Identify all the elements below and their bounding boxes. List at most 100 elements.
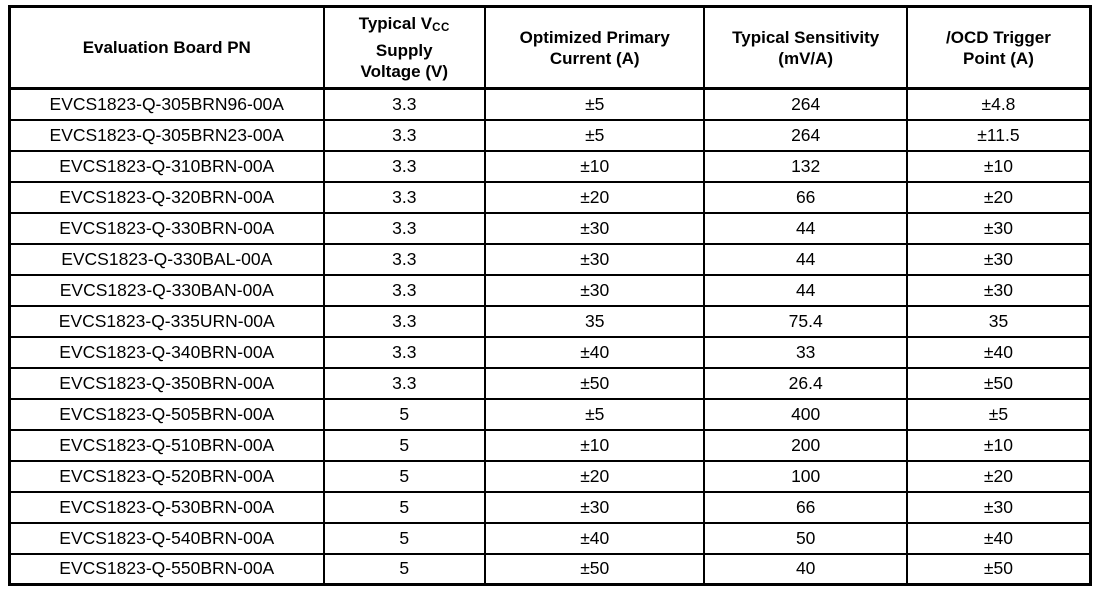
cell-evaluation-board-pn: EVCS1823-Q-310BRN-00A xyxy=(8,149,325,183)
cell-optimized-primary-current: ±5 xyxy=(484,87,706,121)
table-header: Evaluation Board PN Typical VCC Supply Volt… xyxy=(8,5,1092,90)
cell-typical-vcc-supply-voltage: 5 xyxy=(322,428,487,462)
cell-optimized-primary-current: ±5 xyxy=(484,397,706,431)
cell-optimized-primary-current: ±50 xyxy=(484,552,706,586)
cell-typical-vcc-supply-voltage: 5 xyxy=(322,521,487,555)
table-row: EVCS1823-Q-310BRN-00A 3.3 ±10 132 ±10 xyxy=(8,149,1092,183)
cell-ocd-trigger-point: ±30 xyxy=(905,211,1092,245)
cell-typical-sensitivity: 264 xyxy=(703,87,908,121)
table-row: EVCS1823-Q-330BRN-00A 3.3 ±30 44 ±30 xyxy=(8,211,1092,245)
cell-typical-vcc-supply-voltage: 3.3 xyxy=(322,304,487,338)
cell-optimized-primary-current: ±10 xyxy=(484,149,706,183)
cell-typical-vcc-supply-voltage: 3.3 xyxy=(322,273,487,307)
table-row: EVCS1823-Q-350BRN-00A 3.3 ±50 26.4 ±50 xyxy=(8,366,1092,400)
cell-typical-sensitivity: 200 xyxy=(703,428,908,462)
table-header-row: Evaluation Board PN Typical VCC Supply Volt… xyxy=(8,5,1092,90)
cell-typical-sensitivity: 132 xyxy=(703,149,908,183)
table-row: EVCS1823-Q-340BRN-00A 3.3 ±40 33 ±40 xyxy=(8,335,1092,369)
cell-typical-sensitivity: 44 xyxy=(703,211,908,245)
cell-typical-sensitivity: 40 xyxy=(703,552,908,586)
cell-typical-vcc-supply-voltage: 5 xyxy=(322,397,487,431)
cell-typical-sensitivity: 26.4 xyxy=(703,366,908,400)
cell-ocd-trigger-point: ±20 xyxy=(905,459,1092,493)
cell-typical-vcc-supply-voltage: 3.3 xyxy=(322,180,487,214)
cell-typical-vcc-supply-voltage: 3.3 xyxy=(322,118,487,152)
cell-optimized-primary-current: ±10 xyxy=(484,428,706,462)
cell-typical-sensitivity: 44 xyxy=(703,273,908,307)
cell-typical-vcc-supply-voltage: 3.3 xyxy=(322,87,487,121)
cell-typical-vcc-supply-voltage: 3.3 xyxy=(322,366,487,400)
cell-typical-vcc-supply-voltage: 3.3 xyxy=(322,211,487,245)
cell-typical-sensitivity: 33 xyxy=(703,335,908,369)
cell-evaluation-board-pn: EVCS1823-Q-520BRN-00A xyxy=(8,459,325,493)
cell-ocd-trigger-point: ±4.8 xyxy=(905,87,1092,121)
table-body: EVCS1823-Q-305BRN96-00A 3.3 ±5 264 ±4.8 EVCS1… xyxy=(8,87,1092,586)
cell-typical-sensitivity: 50 xyxy=(703,521,908,555)
cell-typical-vcc-supply-voltage: 3.3 xyxy=(322,149,487,183)
column-header-typical-vcc-supply-voltage: Typical VCC Supply Voltage (V) xyxy=(322,5,487,90)
cell-evaluation-board-pn: EVCS1823-Q-350BRN-00A xyxy=(8,366,325,400)
cell-ocd-trigger-point: ±30 xyxy=(905,242,1092,276)
cell-ocd-trigger-point: ±50 xyxy=(905,552,1092,586)
table-row: EVCS1823-Q-520BRN-00A 5 ±20 100 ±20 xyxy=(8,459,1092,493)
cell-ocd-trigger-point: ±30 xyxy=(905,490,1092,524)
subscript-text: CC xyxy=(432,22,450,35)
cell-optimized-primary-current: ±40 xyxy=(484,521,706,555)
cell-ocd-trigger-point: ±20 xyxy=(905,180,1092,214)
cell-evaluation-board-pn: EVCS1823-Q-335URN-00A xyxy=(8,304,325,338)
cell-optimized-primary-current: ±50 xyxy=(484,366,706,400)
cell-evaluation-board-pn: EVCS1823-Q-505BRN-00A xyxy=(8,397,325,431)
cell-ocd-trigger-point: ±50 xyxy=(905,366,1092,400)
table-row: EVCS1823-Q-510BRN-00A 5 ±10 200 ±10 xyxy=(8,428,1092,462)
evaluation-board-spec-table: Evaluation Board PN Typical VCC Supply Volt… xyxy=(8,5,1092,586)
cell-evaluation-board-pn: EVCS1823-Q-330BAN-00A xyxy=(8,273,325,307)
cell-ocd-trigger-point: 35 xyxy=(905,304,1092,338)
cell-optimized-primary-current: ±30 xyxy=(484,490,706,524)
cell-typical-vcc-supply-voltage: 3.3 xyxy=(322,242,487,276)
cell-evaluation-board-pn: EVCS1823-Q-510BRN-00A xyxy=(8,428,325,462)
table-row: EVCS1823-Q-305BRN96-00A 3.3 ±5 264 ±4.8 xyxy=(8,87,1092,121)
cell-evaluation-board-pn: EVCS1823-Q-530BRN-00A xyxy=(8,490,325,524)
cell-optimized-primary-current: ±5 xyxy=(484,118,706,152)
table-row: EVCS1823-Q-530BRN-00A 5 ±30 66 ±30 xyxy=(8,490,1092,524)
table-row: EVCS1823-Q-305BRN23-00A 3.3 ±5 264 ±11.5 xyxy=(8,118,1092,152)
cell-evaluation-board-pn: EVCS1823-Q-340BRN-00A xyxy=(8,335,325,369)
cell-typical-sensitivity: 75.4 xyxy=(703,304,908,338)
cell-evaluation-board-pn: EVCS1823-Q-550BRN-00A xyxy=(8,552,325,586)
cell-typical-vcc-supply-voltage: 3.3 xyxy=(322,335,487,369)
cell-typical-sensitivity: 66 xyxy=(703,180,908,214)
cell-ocd-trigger-point: ±40 xyxy=(905,521,1092,555)
cell-typical-vcc-supply-voltage: 5 xyxy=(322,490,487,524)
column-header-evaluation-board-pn: Evaluation Board PN xyxy=(8,5,325,90)
cell-typical-vcc-supply-voltage: 5 xyxy=(322,552,487,586)
column-header-ocd-trigger-point: /OCD Trigger Point (A) xyxy=(905,5,1092,90)
cell-ocd-trigger-point: ±5 xyxy=(905,397,1092,431)
cell-evaluation-board-pn: EVCS1823-Q-330BAL-00A xyxy=(8,242,325,276)
cell-optimized-primary-current: 35 xyxy=(484,304,706,338)
cell-evaluation-board-pn: EVCS1823-Q-540BRN-00A xyxy=(8,521,325,555)
cell-optimized-primary-current: ±30 xyxy=(484,273,706,307)
cell-evaluation-board-pn: EVCS1823-Q-320BRN-00A xyxy=(8,180,325,214)
table-row: EVCS1823-Q-540BRN-00A 5 ±40 50 ±40 xyxy=(8,521,1092,555)
column-header-optimized-primary-current: Optimized Primary Current (A) xyxy=(484,5,706,90)
table-row: EVCS1823-Q-505BRN-00A 5 ±5 400 ±5 xyxy=(8,397,1092,431)
column-header-typical-sensitivity: Typical Sensitivity (mV/A) xyxy=(703,5,908,90)
cell-evaluation-board-pn: EVCS1823-Q-305BRN23-00A xyxy=(8,118,325,152)
cell-ocd-trigger-point: ±10 xyxy=(905,149,1092,183)
table-row: EVCS1823-Q-330BAN-00A 3.3 ±30 44 ±30 xyxy=(8,273,1092,307)
cell-optimized-primary-current: ±20 xyxy=(484,459,706,493)
cell-optimized-primary-current: ±40 xyxy=(484,335,706,369)
cell-evaluation-board-pn: EVCS1823-Q-330BRN-00A xyxy=(8,211,325,245)
cell-typical-sensitivity: 66 xyxy=(703,490,908,524)
cell-typical-vcc-supply-voltage: 5 xyxy=(322,459,487,493)
table-row: EVCS1823-Q-330BAL-00A 3.3 ±30 44 ±30 xyxy=(8,242,1092,276)
cell-typical-sensitivity: 264 xyxy=(703,118,908,152)
table-row: EVCS1823-Q-550BRN-00A 5 ±50 40 ±50 xyxy=(8,552,1092,586)
cell-ocd-trigger-point: ±10 xyxy=(905,428,1092,462)
cell-typical-sensitivity: 44 xyxy=(703,242,908,276)
table-row: EVCS1823-Q-320BRN-00A 3.3 ±20 66 ±20 xyxy=(8,180,1092,214)
cell-evaluation-board-pn: EVCS1823-Q-305BRN96-00A xyxy=(8,87,325,121)
cell-ocd-trigger-point: ±40 xyxy=(905,335,1092,369)
cell-typical-sensitivity: 100 xyxy=(703,459,908,493)
